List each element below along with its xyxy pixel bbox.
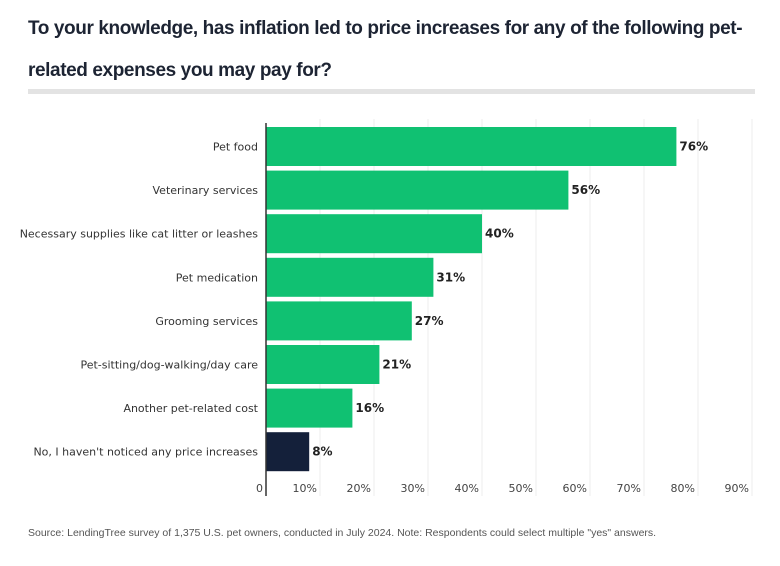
data-label: 27% <box>415 314 444 328</box>
category-label: Pet medication <box>176 271 258 284</box>
category-label: Another pet-related cost <box>123 402 258 415</box>
x-tick-label: 20% <box>347 482 371 495</box>
x-tick-label: 60% <box>563 482 587 495</box>
bar <box>266 170 569 210</box>
bar <box>266 214 482 254</box>
category-label: Necessary supplies like cat litter or le… <box>20 228 259 241</box>
data-label: 76% <box>679 140 708 154</box>
category-label: No, I haven't noticed any price increase… <box>33 446 258 459</box>
x-tick-label: 80% <box>671 482 695 495</box>
bar <box>266 301 412 341</box>
data-label: 56% <box>571 183 600 197</box>
bar <box>266 432 310 472</box>
data-label: 40% <box>485 227 514 241</box>
bar <box>266 257 434 297</box>
x-tick-label: 70% <box>617 482 641 495</box>
bar <box>266 345 380 384</box>
data-label: 21% <box>382 358 411 372</box>
x-tick-label: 50% <box>509 482 533 495</box>
title-divider <box>28 89 755 94</box>
category-label: Veterinary services <box>153 184 259 197</box>
x-tick-label: 10% <box>293 482 317 495</box>
bar <box>266 388 353 428</box>
x-tick-label: 0 <box>256 482 263 495</box>
category-label: Grooming services <box>155 315 258 328</box>
x-tick-label: 30% <box>401 482 425 495</box>
bar <box>266 127 677 166</box>
data-label: 16% <box>355 401 384 415</box>
data-label: 31% <box>436 270 465 284</box>
category-label: Pet food <box>213 141 258 154</box>
chart-title: To your knowledge, has inflation led to … <box>28 18 743 81</box>
data-label: 8% <box>312 445 332 459</box>
category-label: Pet-sitting/dog-walking/day care <box>80 359 258 372</box>
x-tick-label: 90% <box>725 482 749 495</box>
x-tick-label: 40% <box>455 482 479 495</box>
source-note: Source: LendingTree survey of 1,375 U.S.… <box>28 527 657 539</box>
